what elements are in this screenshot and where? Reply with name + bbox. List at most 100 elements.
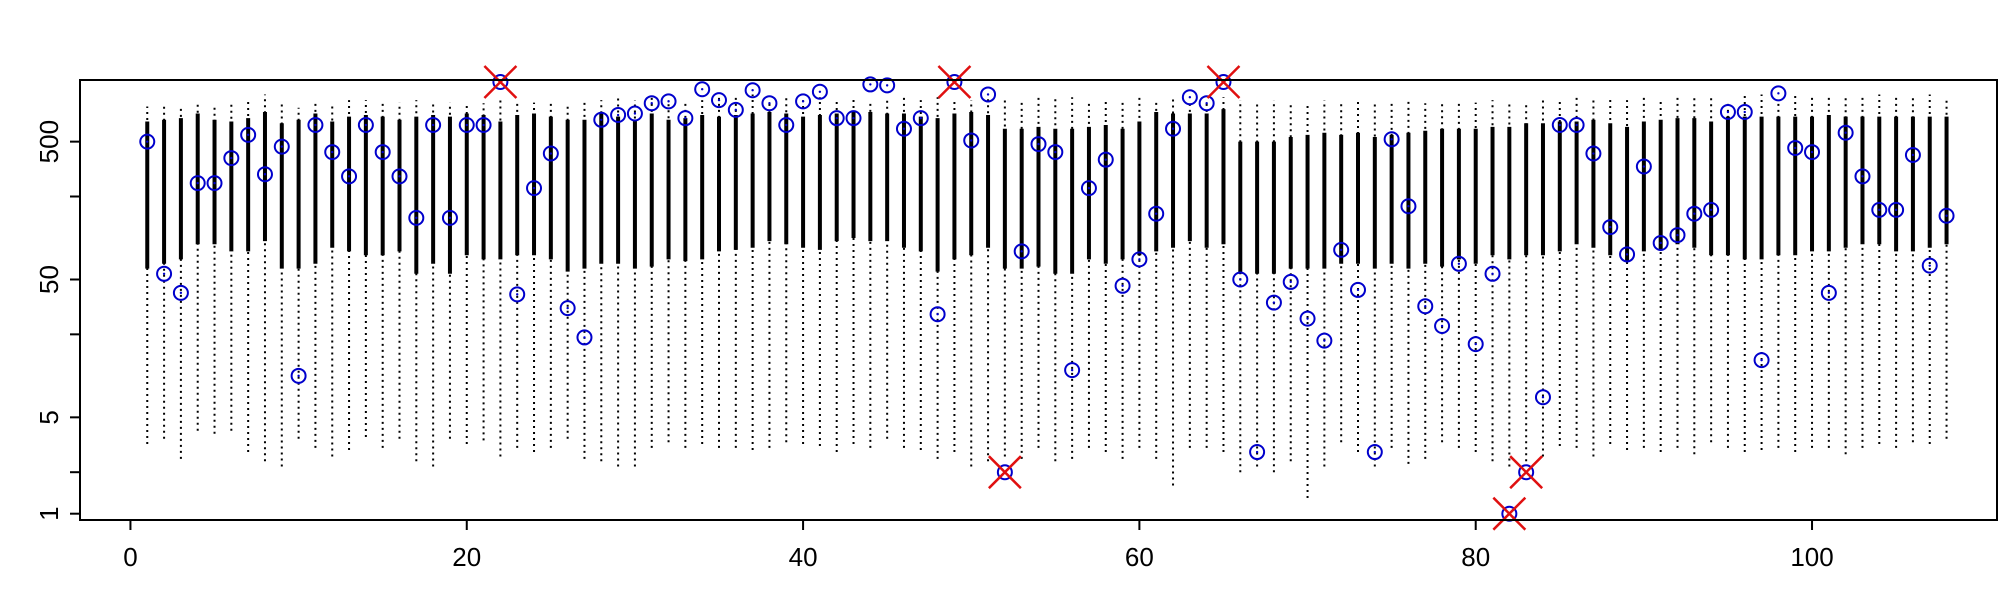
data-point	[492, 74, 509, 90]
data-point-center	[919, 116, 922, 120]
data-point-center	[1070, 368, 1074, 372]
data-point	[1299, 310, 1316, 327]
data-point-center	[1239, 278, 1242, 281]
data-point-center	[1407, 205, 1410, 208]
data-point	[727, 101, 744, 118]
data-point	[1551, 117, 1568, 134]
data-point-center	[1373, 450, 1377, 454]
data-point-center	[1440, 324, 1444, 328]
data-point	[862, 76, 879, 93]
data-point	[475, 117, 492, 134]
data-point-center	[1037, 142, 1040, 146]
data-point	[1148, 205, 1165, 222]
data-point-center	[1541, 395, 1545, 399]
data-point	[576, 329, 593, 346]
data-point	[341, 168, 358, 185]
data-point-center	[751, 89, 754, 92]
flagged-marker	[1492, 496, 1527, 531]
data-point	[1434, 317, 1451, 334]
x-tick-label: 40	[789, 542, 818, 572]
data-point	[1383, 131, 1400, 148]
data-point	[1854, 168, 1871, 185]
data-point	[1736, 104, 1753, 121]
data-point-center	[516, 293, 519, 296]
data-point-center	[1726, 110, 1730, 114]
data-point	[1131, 251, 1148, 268]
data-point-center	[1928, 264, 1931, 267]
data-point	[1080, 180, 1097, 197]
data-point-center	[1424, 305, 1427, 308]
data-point	[811, 83, 828, 100]
data-point-center	[482, 123, 485, 127]
data-point	[307, 117, 324, 134]
data-point	[139, 133, 156, 150]
data-point	[1215, 74, 1232, 90]
data-point-center	[1104, 158, 1107, 161]
data-point	[1888, 201, 1905, 218]
data-point-center	[801, 100, 805, 103]
data-point	[1703, 201, 1720, 218]
data-point-center	[1709, 208, 1713, 212]
data-point	[206, 175, 223, 192]
y-tick-label: 1	[34, 506, 64, 520]
data-point-center	[1171, 127, 1175, 130]
data-point	[711, 92, 727, 109]
data-point-center	[1743, 110, 1746, 114]
data-point	[172, 284, 189, 301]
data-point-center	[297, 374, 300, 378]
flagged-marker-layer	[483, 65, 1544, 531]
data-point-center	[650, 102, 653, 105]
data-point	[1013, 243, 1030, 260]
data-point-center	[1474, 342, 1477, 346]
data-point-center	[717, 98, 721, 102]
data-point	[1585, 145, 1602, 162]
data-point	[425, 117, 442, 134]
data-point	[1534, 389, 1551, 406]
data-point-center	[280, 145, 283, 148]
data-point-center	[1693, 212, 1696, 215]
data-point-center	[986, 93, 990, 96]
data-point	[1602, 219, 1619, 236]
data-point-center	[1861, 175, 1864, 178]
flagged-marker	[1206, 65, 1241, 99]
y-axis: 1 5 50 500	[34, 120, 80, 521]
data-point-center	[902, 127, 906, 130]
data-point-center	[1575, 123, 1578, 127]
data-point	[1400, 198, 1417, 215]
data-point	[1047, 144, 1064, 161]
data-point	[1837, 124, 1854, 141]
data-point-center	[146, 140, 149, 143]
data-point	[879, 77, 896, 94]
data-point	[189, 175, 206, 192]
data-point-center	[616, 113, 620, 117]
data-point-center	[1760, 358, 1763, 362]
x-tick-label: 20	[452, 542, 481, 572]
data-point	[643, 95, 660, 112]
data-point	[1518, 464, 1535, 481]
data-point-center	[398, 175, 401, 178]
data-point-center	[684, 116, 687, 120]
data-point	[1350, 281, 1366, 298]
flagged-marker	[483, 65, 518, 99]
data-point-center	[835, 116, 838, 120]
data-point-center	[818, 90, 822, 93]
data-point-center	[381, 150, 384, 154]
data-point	[845, 110, 862, 127]
data-point	[324, 144, 341, 161]
data-point-center	[1609, 225, 1612, 229]
data-point	[1787, 139, 1804, 156]
data-point-center	[785, 123, 788, 127]
data-point-center	[1390, 138, 1393, 141]
data-point-center	[1054, 150, 1057, 154]
data-point-center	[230, 156, 233, 160]
data-point-center	[415, 216, 418, 220]
data-point	[240, 126, 257, 143]
data-point	[1097, 151, 1114, 168]
data-point	[1484, 265, 1501, 282]
data-point	[1820, 284, 1837, 301]
data-point	[526, 180, 543, 197]
data-point-center	[1020, 250, 1023, 253]
flagged-marker	[1509, 455, 1544, 490]
data-point-center	[331, 150, 334, 154]
